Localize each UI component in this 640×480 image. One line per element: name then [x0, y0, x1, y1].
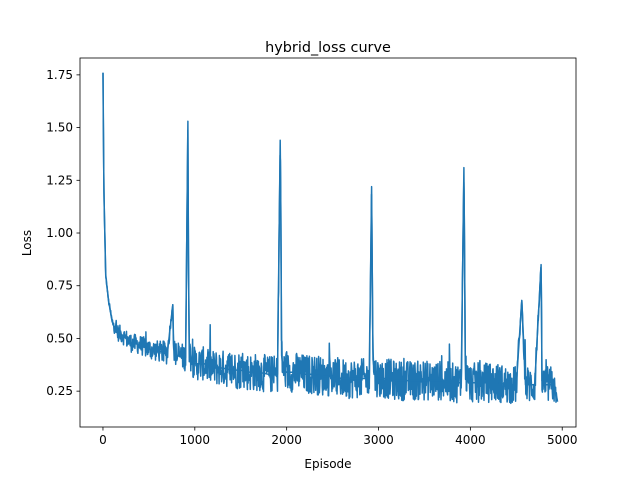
x-tick-label: 4000 — [455, 433, 486, 447]
y-axis-label: Loss — [20, 230, 34, 256]
y-tick-label: 1.75 — [46, 68, 73, 82]
y-tick-label: 1.00 — [46, 226, 73, 240]
x-tick-label: 3000 — [363, 433, 394, 447]
loss-series-line — [102, 72, 559, 405]
axes-frame — [79, 57, 577, 428]
x-axis-ticks: 0 1000 2000 3000 4000 5000 — [99, 427, 577, 447]
x-axis-label: Episode — [304, 457, 351, 471]
y-axis-ticks: 0.25 0.50 0.75 1.00 1.25 1.50 1.75 — [46, 68, 80, 398]
y-tick-label: 0.25 — [46, 384, 73, 398]
x-tick-label: 2000 — [271, 433, 302, 447]
chart-title: hybrid_loss curve — [265, 40, 391, 56]
y-tick-label: 1.50 — [46, 121, 73, 135]
plot-area: 0.25 0.50 0.75 1.00 1.25 1.50 1.75 0 1000 2000 30… — [46, 57, 577, 447]
y-tick-label: 0.50 — [46, 331, 73, 345]
x-tick-label: 1000 — [180, 433, 211, 447]
x-tick-label: 0 — [99, 433, 107, 447]
y-tick-label: 1.25 — [46, 173, 73, 187]
series-group — [102, 72, 559, 405]
loss-series-peaks — [102, 72, 559, 402]
y-tick-label: 0.75 — [46, 279, 73, 293]
x-tick-label: 5000 — [547, 433, 578, 447]
